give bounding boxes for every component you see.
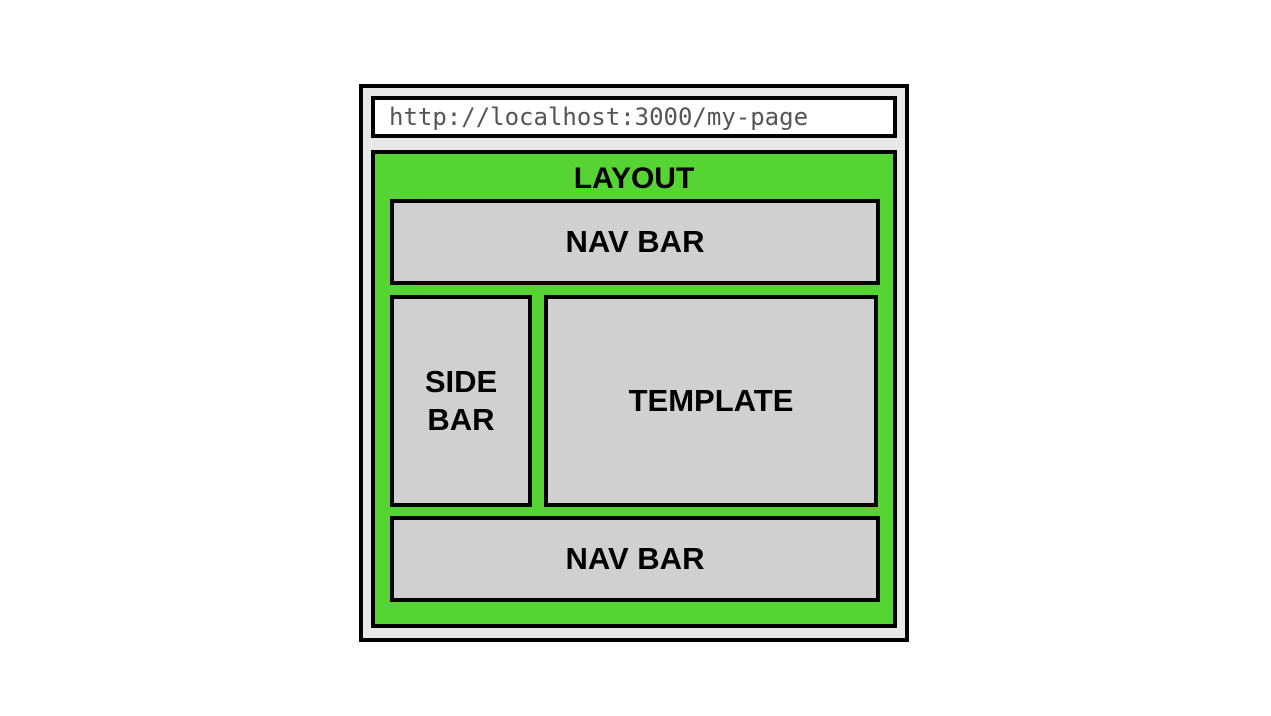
url-bar[interactable]: http://localhost:3000/my-page	[371, 96, 897, 138]
layout-label: LAYOUT	[573, 162, 695, 195]
layout-container: LAYOUT NAV BAR SIDE BAR TEMPLATE NAV BAR	[371, 150, 897, 628]
side-bar: SIDE BAR	[390, 295, 532, 507]
template-label: TEMPLATE	[628, 383, 794, 418]
side-bar-label: SIDE BAR	[424, 364, 498, 437]
nav-bar-bottom-label: NAV BAR	[565, 541, 705, 576]
nav-bar-top: NAV BAR	[390, 199, 880, 285]
template-area: TEMPLATE	[544, 295, 878, 507]
nav-bar-top-label: NAV BAR	[565, 224, 705, 259]
browser-window: http://localhost:3000/my-page LAYOUT NAV…	[359, 84, 909, 642]
nav-bar-bottom: NAV BAR	[390, 516, 880, 602]
